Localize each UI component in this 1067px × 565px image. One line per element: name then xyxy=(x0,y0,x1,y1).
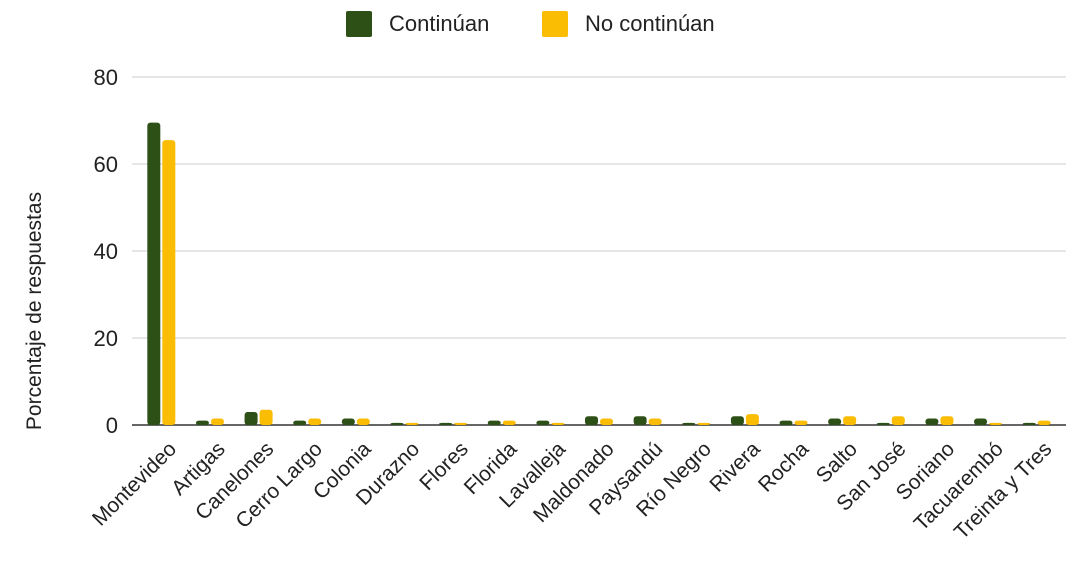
bar-no-continuan xyxy=(454,422,468,425)
bar-continuan xyxy=(974,418,988,425)
bar-continuan xyxy=(293,420,307,425)
bar-continuan xyxy=(341,418,355,425)
bar-no-continuan xyxy=(989,422,1003,425)
bar-continuan xyxy=(536,420,550,425)
bar-continuan xyxy=(1022,422,1036,425)
bar-continuan xyxy=(779,420,793,425)
bar-continuan xyxy=(487,420,501,425)
y-tick-label: 20 xyxy=(94,326,118,351)
bar-no-continuan xyxy=(308,418,322,425)
bar-no-continuan xyxy=(697,422,711,425)
y-axis-ticks: 0 20 40 60 80 xyxy=(94,65,118,438)
x-tick-label: Rivera xyxy=(705,437,764,496)
y-axis-title: Porcentaje de respuestas xyxy=(23,192,46,430)
bar-no-continuan xyxy=(259,409,273,425)
legend-swatch-no-continuan xyxy=(542,11,568,37)
bar-continuan xyxy=(925,418,939,425)
y-tick-label: 60 xyxy=(94,152,118,177)
bar-no-continuan xyxy=(551,422,565,425)
bar-continuan xyxy=(439,422,453,425)
y-tick-label: 0 xyxy=(106,413,118,438)
bar-no-continuan xyxy=(940,416,954,425)
bar-continuan xyxy=(147,122,161,426)
bar-continuan xyxy=(876,422,890,425)
bar-no-continuan xyxy=(210,418,224,425)
bar-no-continuan xyxy=(891,416,905,425)
legend-label-continuan: Continúan xyxy=(389,11,489,36)
x-tick-label: Rocha xyxy=(754,437,813,496)
bar-no-continuan xyxy=(600,418,613,425)
legend: Continúan No continúan xyxy=(346,11,715,37)
bar-continuan xyxy=(682,422,696,425)
bar-no-continuan xyxy=(1037,420,1051,425)
bar-continuan xyxy=(828,418,842,425)
bar-continuan xyxy=(585,416,598,425)
bar-no-continuan xyxy=(162,140,176,425)
bar-no-continuan xyxy=(356,418,370,425)
bar-no-continuan xyxy=(648,418,662,425)
y-tick-label: 80 xyxy=(94,65,118,90)
legend-label-no-continuan: No continúan xyxy=(585,11,715,36)
bar-no-continuan xyxy=(794,420,808,425)
bar-continuan xyxy=(633,416,647,425)
gridlines xyxy=(132,76,1066,426)
bar-no-continuan xyxy=(502,420,516,425)
bar-continuan xyxy=(390,422,404,425)
bar-continuan xyxy=(730,416,744,425)
bar-continuan xyxy=(244,411,258,425)
y-tick-label: 40 xyxy=(94,239,118,264)
bar-no-continuan xyxy=(745,414,759,425)
bar-continuan xyxy=(195,420,209,425)
bars xyxy=(147,122,1051,426)
bar-no-continuan xyxy=(405,422,419,425)
bar-no-continuan xyxy=(843,416,857,425)
legend-swatch-continuan xyxy=(346,11,372,37)
